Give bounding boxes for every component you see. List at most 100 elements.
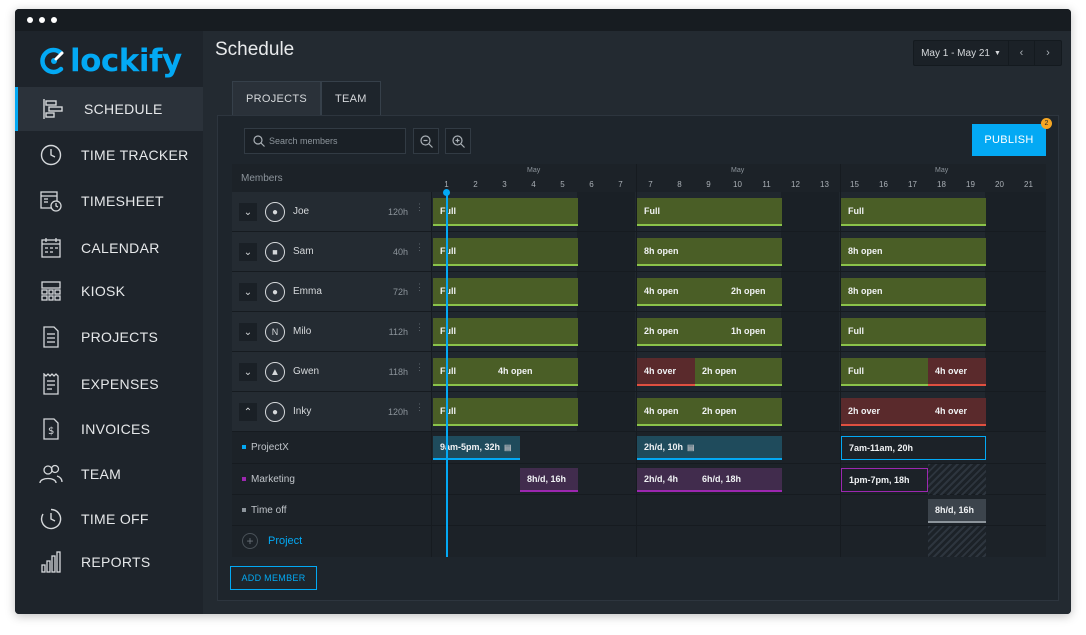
- project-dot: [242, 477, 246, 482]
- project-label: ProjectX: [242, 442, 289, 453]
- expand-button[interactable]: ⌄: [239, 323, 257, 341]
- sidebar-item-kiosk[interactable]: KIOSK: [15, 269, 203, 313]
- schedule-bar[interactable]: Full: [841, 318, 986, 346]
- assignment-bar[interactable]: 2h/d, 4h: [637, 468, 695, 492]
- sidebar-item-reports[interactable]: REPORTS: [15, 540, 203, 584]
- window-dot[interactable]: [27, 17, 33, 23]
- schedule-bar[interactable]: 8h open: [841, 278, 986, 306]
- sidebar-item-timesheet[interactable]: TIMESHEET: [15, 179, 203, 223]
- schedule-bar[interactable]: Full: [841, 198, 986, 226]
- sidebar-item-schedule[interactable]: SCHEDULE: [15, 87, 203, 131]
- schedule-bar[interactable]: Full: [433, 238, 578, 266]
- more-icon[interactable]: ⋮: [415, 322, 424, 332]
- schedule-bar[interactable]: 1h open: [724, 318, 782, 346]
- search-input[interactable]: Search members: [244, 128, 406, 154]
- assignment-bar[interactable]: 6h/d, 18h: [695, 468, 782, 492]
- schedule-bar[interactable]: Full: [841, 358, 928, 386]
- expand-button[interactable]: ⌄: [239, 363, 257, 381]
- add-project-link[interactable]: Project: [268, 535, 303, 547]
- assignment-bar[interactable]: 8h/d, 16h: [520, 468, 578, 492]
- robot-icon: ■: [272, 247, 278, 257]
- member-name: Milo: [293, 326, 312, 337]
- next-button[interactable]: ›: [1035, 41, 1061, 65]
- member-row[interactable]: ⌃ ● Inky 120h ⋮ Full 4h open 2h open 2h …: [232, 392, 1046, 432]
- more-icon[interactable]: ⋮: [415, 202, 424, 212]
- schedule-bar[interactable]: 8h open: [841, 238, 986, 266]
- sidebar-item-invoices[interactable]: $ INVOICES: [15, 407, 203, 451]
- tab-team[interactable]: TEAM: [321, 81, 381, 115]
- tab-projects[interactable]: PROJECTS: [232, 81, 322, 115]
- date-navigator: May 1 - May 21 ▼ ‹ ›: [913, 40, 1062, 66]
- schedule-bar[interactable]: 4h open: [491, 358, 578, 386]
- sidebar-item-team[interactable]: TEAM: [15, 452, 203, 496]
- zoom-out-icon: [419, 134, 433, 148]
- project-row[interactable]: Time off 8h/d, 16h: [232, 495, 1046, 526]
- collapse-button[interactable]: ⌃: [239, 403, 257, 421]
- project-row[interactable]: ProjectX 9am-5pm, 32h ▤ 2h/d, 10h ▤ 7am-11…: [232, 432, 1046, 464]
- schedule-bar[interactable]: 4h over: [928, 358, 986, 386]
- sidebar-item-time-tracker[interactable]: TIME TRACKER: [15, 133, 203, 177]
- zoom-out-button[interactable]: [413, 128, 439, 154]
- sidebar-item-calendar[interactable]: CALENDAR: [15, 226, 203, 270]
- schedule-bar[interactable]: 4h open: [637, 278, 724, 306]
- schedule-bar[interactable]: 2h over: [841, 398, 928, 426]
- more-icon[interactable]: ⋮: [415, 402, 424, 412]
- sidebar-item-expenses[interactable]: EXPENSES: [15, 362, 203, 406]
- schedule-bar[interactable]: 2h open: [695, 398, 782, 426]
- expand-button[interactable]: ⌄: [239, 283, 257, 301]
- schedule-bar[interactable]: 2h open: [724, 278, 782, 306]
- member-row[interactable]: ⌄ ● Emma 72h ⋮ Full 4h open 2h open 8h o…: [232, 272, 1046, 312]
- expand-button[interactable]: ⌄: [239, 203, 257, 221]
- schedule-bar[interactable]: Full: [433, 198, 578, 226]
- day-label: 10: [733, 180, 742, 189]
- more-icon[interactable]: ⋮: [415, 242, 424, 252]
- reports-icon: [39, 550, 63, 574]
- assignment-bar[interactable]: 1pm-7pm, 18h: [841, 468, 928, 492]
- zoom-in-button[interactable]: [445, 128, 471, 154]
- add-project-row[interactable]: + Project: [232, 526, 1046, 557]
- clockify-logo[interactable]: lockify: [39, 41, 182, 81]
- schedule-bar[interactable]: 8h open: [637, 238, 782, 266]
- schedule-bar[interactable]: Full: [433, 318, 578, 346]
- schedule-bar[interactable]: Full: [433, 398, 578, 426]
- more-icon[interactable]: ⋮: [415, 282, 424, 292]
- invoices-icon: $: [39, 417, 63, 441]
- date-range-label: May 1 - May 21: [921, 47, 990, 59]
- assignment-bar[interactable]: 2h/d, 10h ▤: [637, 436, 782, 460]
- member-row[interactable]: ⌄ ▲ Gwen 118h ⋮ Full 4h open 4h over 2h …: [232, 352, 1046, 392]
- schedule-bar[interactable]: 4h over: [637, 358, 695, 386]
- sidebar-item-time-off[interactable]: TIME OFF: [15, 497, 203, 541]
- schedule-bar[interactable]: 4h open: [637, 398, 695, 426]
- window-dot[interactable]: [39, 17, 45, 23]
- add-member-button[interactable]: ADD MEMBER: [230, 566, 317, 590]
- publish-badge: 2: [1041, 118, 1052, 129]
- plus-icon[interactable]: +: [242, 533, 258, 549]
- expand-button[interactable]: ⌄: [239, 243, 257, 261]
- assignment-bar[interactable]: 7am-11am, 20h: [841, 436, 986, 460]
- publish-button[interactable]: PUBLISH: [972, 124, 1046, 156]
- schedule-bar[interactable]: 2h open: [695, 358, 782, 386]
- timesheet-icon: [39, 189, 63, 213]
- member-name: Emma: [293, 286, 322, 297]
- schedule-bar[interactable]: 2h open: [637, 318, 724, 346]
- app-window: lockify SCHEDULE TIME TRACKER TIMESHEET …: [15, 9, 1071, 614]
- more-icon[interactable]: ⋮: [415, 362, 424, 372]
- date-range-select[interactable]: May 1 - May 21 ▼: [914, 41, 1009, 65]
- member-row[interactable]: ⌄ ● Joe 120h ⋮ Full Full Full: [232, 192, 1046, 232]
- window-dot[interactable]: [51, 17, 57, 23]
- day-label: 16: [879, 180, 888, 189]
- schedule-bar[interactable]: 4h over: [928, 398, 986, 426]
- schedule-bar[interactable]: Full: [433, 278, 578, 306]
- member-info: ⌄ ▲ Gwen 118h ⋮: [232, 352, 432, 391]
- schedule-bar[interactable]: Full: [637, 198, 782, 226]
- schedule-bar[interactable]: Full: [433, 358, 491, 386]
- clock-icon: [39, 143, 63, 167]
- assignment-bar[interactable]: 8h/d, 16h: [928, 499, 986, 523]
- prev-button[interactable]: ‹: [1009, 41, 1035, 65]
- sidebar-item-projects[interactable]: PROJECTS: [15, 315, 203, 359]
- member-row[interactable]: ⌄ N Milo 112h ⋮ Full 2h open 1h open Ful…: [232, 312, 1046, 352]
- member-row[interactable]: ⌄ ■ Sam 40h ⋮ Full 8h open 8h open: [232, 232, 1046, 272]
- sidebar-item-label: TIME OFF: [81, 511, 149, 527]
- avatar: ▲: [265, 362, 285, 382]
- project-row[interactable]: Marketing 8h/d, 16h 2h/d, 4h 6h/d, 18h 1…: [232, 464, 1046, 495]
